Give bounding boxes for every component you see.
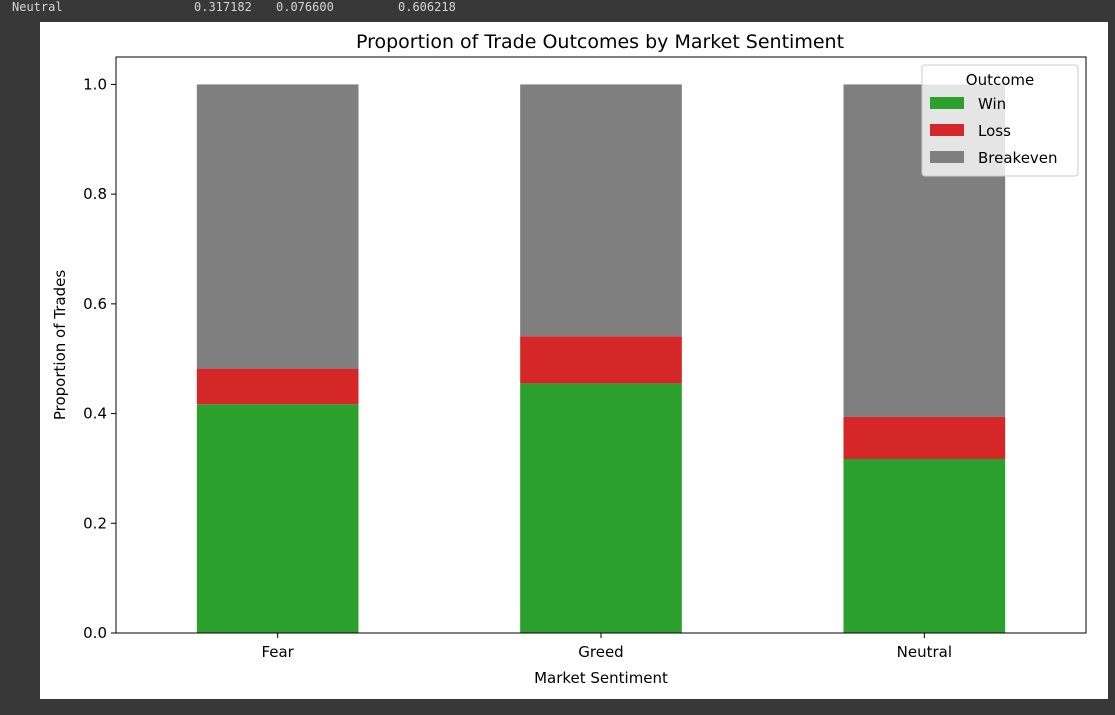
chart-figure: Proportion of Trade Outcomes by Market S… [40, 22, 1108, 699]
x-tick-label-neutral: Neutral [897, 643, 952, 661]
bar-neutral-loss [843, 416, 1006, 460]
console-value-loss: 0.076600 [276, 0, 334, 14]
legend-box [921, 64, 1079, 177]
legend-label-breakeven: Breakeven [978, 149, 1058, 167]
x-tick-label-greed: Greed [578, 643, 623, 661]
x-axis-ticks: Fear Greed Neutral [261, 633, 952, 661]
y-tick-label: 0.2 [83, 514, 107, 532]
bar-fear-win [196, 404, 359, 633]
bar-fear-breakeven [196, 84, 359, 369]
console-row-label: Neutral [12, 0, 63, 14]
bar-greed-breakeven [520, 84, 682, 337]
console-value-breakeven: 0.606218 [398, 0, 456, 14]
bar-neutral-win [843, 459, 1006, 633]
y-tick-label: 0.8 [83, 185, 107, 203]
y-tick-label: 0.6 [83, 295, 107, 313]
plot-frame [115, 56, 1087, 634]
x-tick-label-fear: Fear [261, 643, 294, 661]
y-tick-label: 0.4 [83, 405, 107, 423]
bar-fear-loss [196, 368, 359, 405]
y-axis-label: Proportion of Trades [51, 270, 69, 420]
legend-swatch-breakeven [930, 151, 964, 163]
bar-greed-loss [520, 336, 682, 384]
legend-label-loss: Loss [978, 122, 1011, 140]
chart-title: Proportion of Trade Outcomes by Market S… [356, 31, 844, 53]
legend-label-win: Win [978, 95, 1006, 113]
legend-title: Outcome [966, 71, 1034, 89]
console-value-win: 0.317182 [194, 0, 252, 14]
x-axis-label: Market Sentiment [534, 669, 668, 687]
console-output-row: Neutral 0.317182 0.076600 0.606218 [0, 0, 1115, 22]
bar-greed-win [520, 383, 682, 633]
stacked-bar-chart: Proportion of Trade Outcomes by Market S… [51, 31, 1087, 687]
legend: Outcome Win Loss Breakeven [921, 64, 1079, 177]
bars-group [196, 84, 1006, 633]
legend-swatch-win [930, 97, 964, 109]
y-axis-ticks: 0.0 0.2 0.4 0.6 0.8 1.0 [83, 75, 116, 642]
legend-swatch-loss [930, 124, 964, 136]
y-tick-label: 1.0 [83, 75, 107, 93]
y-tick-label: 0.0 [83, 624, 107, 642]
